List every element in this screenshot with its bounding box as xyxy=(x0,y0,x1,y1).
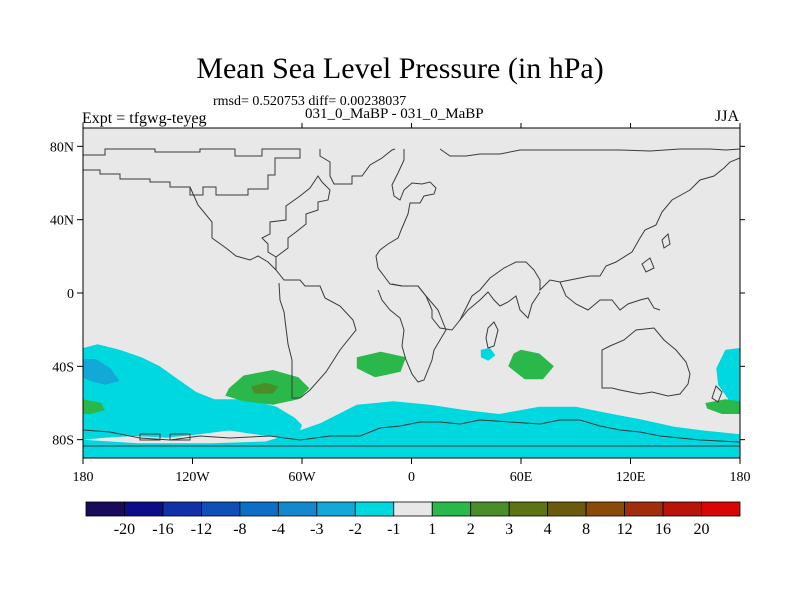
colorbar-label: -1 xyxy=(387,521,400,538)
x-tick-label: 60W xyxy=(288,470,316,485)
colorbar-label: -12 xyxy=(191,521,212,538)
region-south-pacific-negative xyxy=(83,344,302,440)
y-tick-label: 80S xyxy=(52,434,74,449)
coastline-africa xyxy=(377,283,447,383)
colorbar-swatch xyxy=(124,501,164,517)
colorbar-swatch xyxy=(508,501,549,517)
colorbar-swatch xyxy=(701,501,741,517)
colorbar-label: 12 xyxy=(617,521,633,538)
coastline-japan xyxy=(641,232,671,273)
season-label: JJA xyxy=(715,108,740,125)
colorbar-label: -2 xyxy=(349,521,362,538)
x-tick-label: 180 xyxy=(730,470,751,485)
colorbar-swatch xyxy=(624,501,664,517)
coastline-madagascar xyxy=(485,321,499,349)
coastline-southeast-asia xyxy=(559,281,661,311)
colorbar-label: 20 xyxy=(694,521,710,538)
y-tick-label: 40S xyxy=(52,360,74,375)
region-south-atlantic-core xyxy=(250,382,279,394)
colorbar-swatch xyxy=(316,501,356,517)
region-west-edge-positive xyxy=(83,399,105,414)
chart-title: Mean Sea Level Pressure (in hPa) xyxy=(196,52,604,85)
colorbar-swatch xyxy=(354,501,395,517)
y-tick-label: 40N xyxy=(50,214,74,229)
x-tick-label: 0 xyxy=(408,470,415,485)
colorbar-label: 2 xyxy=(467,521,475,538)
stats-label: rmsd= 0.520753 diff= 0.00238037 xyxy=(213,94,407,109)
colorbar-swatch xyxy=(239,501,279,517)
coastline-antarctica xyxy=(83,419,740,447)
region-south-pacific-low xyxy=(83,359,120,385)
colorbar-swatch xyxy=(431,501,472,517)
coastline-americas-west xyxy=(189,186,357,399)
coastline-north-america xyxy=(83,148,301,196)
colorbar-swatch xyxy=(585,501,625,517)
region-east-pacific-negative xyxy=(716,348,740,403)
region-south-atlantic-mid-positive xyxy=(356,351,406,378)
x-tick-label: 120E xyxy=(616,470,646,485)
colorbar-label: -4 xyxy=(272,521,285,538)
colorbar-label: 16 xyxy=(655,521,671,538)
colorbar-swatch xyxy=(662,501,702,517)
coastline-greenland xyxy=(319,148,396,185)
colorbar-label: -8 xyxy=(233,521,246,538)
x-tick-label: 60E xyxy=(510,470,533,485)
x-tick-label: 180 xyxy=(73,470,94,485)
coastline-eurasia xyxy=(375,148,740,331)
colorbar-swatch xyxy=(393,501,433,517)
colorbar-swatch xyxy=(470,501,510,517)
colorbar-label: -16 xyxy=(152,521,173,538)
y-tick-label: 80N xyxy=(50,140,74,155)
runs-label: 031_0_MaBP - 031_0_MaBP xyxy=(305,106,484,122)
coastline-antarctic-ice xyxy=(139,433,191,441)
x-tick-label: 120W xyxy=(175,470,210,485)
colorbar-label: -20 xyxy=(114,521,135,538)
coastline-north-america-east xyxy=(261,175,331,270)
experiment-label: Expt = tfgwg-teyeg xyxy=(82,110,207,127)
colorbar-swatch xyxy=(201,501,241,517)
region-indian-ocean-patch xyxy=(480,348,496,361)
colorbar-label: 1 xyxy=(428,521,436,538)
y-tick-label: 0 xyxy=(67,287,74,302)
colorbar-swatch xyxy=(162,501,202,517)
region-indian-ocean-positive xyxy=(508,349,554,380)
coastline-arabia-india xyxy=(459,291,541,321)
colorbar-label: -3 xyxy=(310,521,323,538)
colorbar-label: 8 xyxy=(582,521,590,538)
region-east-edge-positive xyxy=(705,399,740,414)
colorbar-swatch xyxy=(547,501,587,517)
coastlines xyxy=(83,148,740,447)
colorbar-swatch xyxy=(85,501,125,517)
region-antarctic-ring-negative xyxy=(83,401,740,458)
coastline-australia xyxy=(601,327,691,397)
coastline-new-zealand xyxy=(711,385,723,403)
colorbar-swatch xyxy=(277,501,318,517)
colorbar-label: 3 xyxy=(505,521,513,538)
colorbar-label: 4 xyxy=(544,521,552,538)
